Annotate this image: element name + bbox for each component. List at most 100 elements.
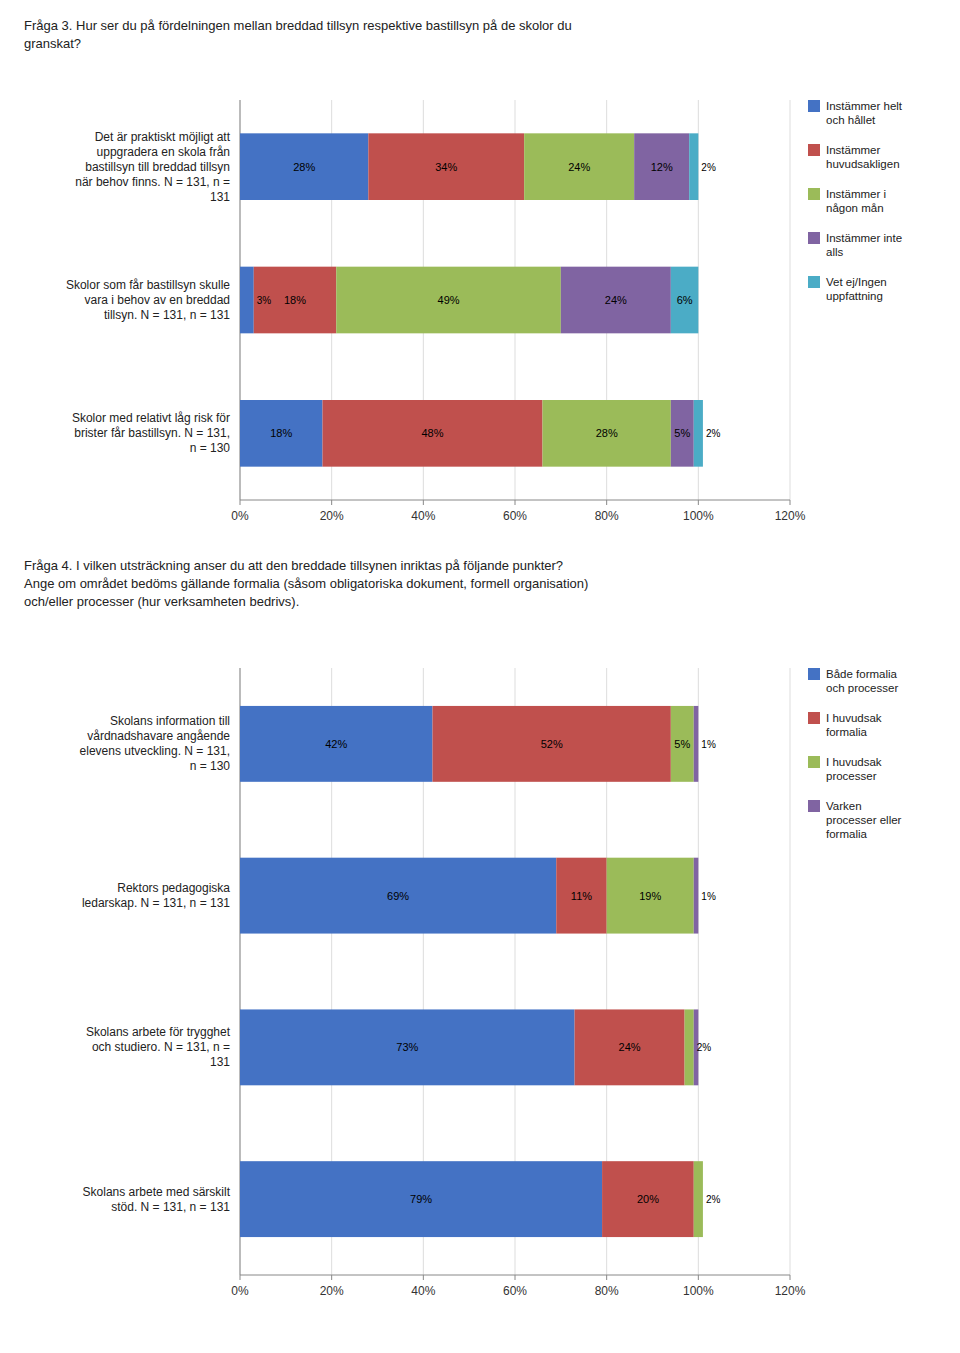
category-label-line: Skolor som får bastillsyn skulle	[66, 278, 230, 292]
data-label: 1%	[701, 739, 716, 750]
bar-segment	[240, 400, 323, 467]
data-label: 1%	[701, 891, 716, 902]
legend-label-line: Instämmer helt	[826, 100, 903, 112]
category-label-line: 131	[210, 1055, 230, 1069]
data-label: 2%	[706, 428, 721, 439]
chart-title: Fråga 4. I vilken utsträckning anser du …	[24, 558, 588, 609]
data-label: 49%	[438, 294, 460, 306]
legend-label-line: processer	[826, 770, 877, 782]
legend-label: Både formalia och processer	[826, 668, 898, 694]
bar-segment	[634, 133, 689, 200]
chart: Fråga 3. Hur ser du på fördelningen mell…	[24, 18, 903, 523]
bar-segment	[556, 858, 606, 934]
legend-label-line: I huvudsak	[826, 756, 882, 768]
grid-line	[790, 100, 791, 500]
data-label: 73%	[396, 1041, 418, 1053]
category-label: Skolans arbete med särskiltstöd. N = 131…	[83, 1185, 231, 1214]
bar-segment	[368, 133, 524, 200]
data-label: 18%	[284, 294, 306, 306]
bar-segment	[694, 858, 699, 934]
data-label: 28%	[596, 427, 618, 439]
chart-canvas: Fråga 3. Hur ser du på fördelningen mell…	[0, 0, 960, 1353]
category-label-line: tillsyn. N = 131, n = 131	[104, 308, 230, 322]
tick-label: 100%	[683, 509, 714, 523]
bar-segment	[240, 267, 254, 334]
tick-mark	[790, 1275, 791, 1280]
data-label: 34%	[435, 161, 457, 173]
data-label: 24%	[605, 294, 627, 306]
category-label-line: ledarskap. N = 131, n = 131	[82, 896, 230, 910]
legend-label-line: Instämmer inte	[826, 232, 902, 244]
data-label: 2%	[701, 162, 716, 173]
legend-label-line: och processer	[826, 682, 898, 694]
legend-label: Instämmer huvudsakligen	[826, 144, 900, 170]
x-axis-line	[240, 1275, 790, 1276]
bar-segment	[240, 133, 368, 200]
tick-mark	[240, 500, 241, 505]
category-label: Skolans arbete för trygghetoch studiero.…	[86, 1025, 231, 1069]
tick-label: 100%	[683, 1284, 714, 1298]
x-axis-line	[240, 500, 790, 501]
legend-label: I huvudsakformalia	[826, 712, 882, 738]
data-label: 3%	[257, 295, 272, 306]
legend-label-line: och hållet	[826, 114, 876, 126]
category-label-line: och studiero. N = 131, n =	[92, 1040, 230, 1054]
category-label-line: n = 130	[190, 759, 231, 773]
category-label-line: Rektors pedagogiska	[117, 881, 230, 895]
data-label: 2%	[697, 1042, 712, 1053]
data-label: 48%	[421, 427, 443, 439]
bar-segment	[433, 706, 671, 782]
grid-line	[790, 668, 791, 1275]
category-label: Skolans information tillvårdnadshavare a…	[80, 714, 231, 773]
category-label: Det är praktiskt möjligt attuppgradera e…	[75, 130, 230, 204]
legend-label-line: huvudsakligen	[826, 158, 900, 170]
legend-label-line: Både formalia	[826, 668, 898, 680]
legend-label: I huvudsak processer	[826, 756, 882, 782]
legend-swatch	[808, 144, 820, 156]
page: {"chart_data": [ {"type": "bar", "orient…	[0, 0, 960, 1353]
bar-segment	[702, 1161, 703, 1237]
chart: Fråga 4. I vilken utsträckning anser du …	[24, 558, 902, 1298]
legend-label: Vet ej/Ingenuppfattning	[826, 276, 887, 302]
category-label: Rektors pedagogiskaledarskap. N = 131, n…	[82, 881, 230, 910]
category-label-line: brister får bastillsyn. N = 131,	[74, 426, 230, 440]
tick-mark	[698, 500, 699, 505]
legend-swatch	[808, 800, 820, 812]
data-label: 2%	[706, 1194, 721, 1205]
legend-label: Instämmer intealls	[826, 232, 902, 258]
bar-segment	[240, 1161, 602, 1237]
bar-segment	[240, 1009, 575, 1085]
legend-label-line: någon mån	[826, 202, 884, 214]
bar-segment	[671, 706, 694, 782]
category-label-line: Skolans information till	[110, 714, 230, 728]
data-label: 24%	[568, 161, 590, 173]
category-label-line: vårdnadshavare angående	[87, 729, 230, 743]
tick-mark	[698, 1275, 699, 1280]
legend-label: Varkenprocesser ellerformalia	[826, 800, 902, 840]
category-label-line: 131	[210, 190, 230, 204]
bar-segment	[694, 706, 699, 782]
legend-label-line: Instämmer	[826, 144, 880, 156]
bar-segment	[336, 267, 561, 334]
legend-label-line: uppfattning	[826, 290, 883, 302]
legend-swatch	[808, 756, 820, 768]
tick-label: 80%	[595, 1284, 619, 1298]
tick-mark	[606, 500, 607, 505]
tick-label: 40%	[411, 1284, 435, 1298]
category-label-line: elevens utveckling. N = 131,	[80, 744, 230, 758]
data-label: 28%	[293, 161, 315, 173]
legend-swatch	[808, 668, 820, 680]
data-label: 12%	[651, 161, 673, 173]
data-label: 20%	[637, 1193, 659, 1205]
legend-swatch	[808, 712, 820, 724]
tick-label: 80%	[595, 509, 619, 523]
category-label-line: Skolans arbete med särskilt	[83, 1185, 231, 1199]
category-label-line: uppgradera en skola från	[97, 145, 230, 159]
legend-label-line: formalia	[826, 828, 868, 840]
chart-title: Fråga 3. Hur ser du på fördelningen mell…	[24, 18, 572, 51]
category-label-line: när behov finns. N = 131, n =	[75, 175, 230, 189]
tick-label: 60%	[503, 1284, 527, 1298]
bar-segment	[671, 400, 694, 467]
tick-label: 120%	[775, 1284, 806, 1298]
chart-title-line: granskat?	[24, 36, 81, 51]
